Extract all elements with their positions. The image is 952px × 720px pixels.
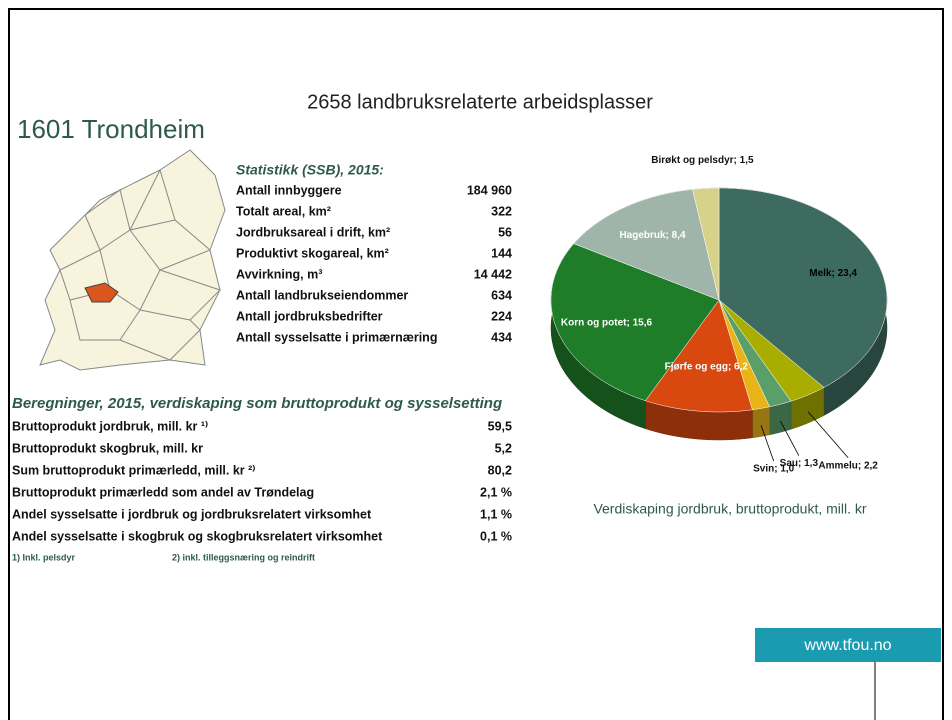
calc-label: Sum bruttoprodukt primærledd, mill. kr ²… xyxy=(12,463,255,477)
frame xyxy=(8,8,944,720)
pie-slice xyxy=(550,243,720,401)
map xyxy=(39,149,226,371)
leader-line xyxy=(807,411,849,458)
stat-value: 184 960 xyxy=(467,183,512,197)
chart-title: Verdiskaping jordbruk, bruttoprodukt, mi… xyxy=(593,501,866,517)
stat-label: Produktivt skogareal, km² xyxy=(236,246,389,260)
calc-label: Andel sysselsatte i skogbruk og skogbruk… xyxy=(12,529,383,543)
stat-value: 634 xyxy=(491,288,512,302)
stats-table: Antall innbyggere 184 960 Totalt areal, km… xyxy=(236,183,512,344)
calc-label: Bruttoprodukt skogbruk, mill. kr xyxy=(12,441,203,455)
municipality: 1601 Trondheim xyxy=(17,114,205,144)
data-label: Ammelu; 2,2 xyxy=(818,460,878,471)
map-highlight xyxy=(84,282,119,303)
stat-value: 322 xyxy=(491,204,512,218)
stat-label: Antall innbyggere xyxy=(236,183,342,197)
data-label: Fjørfe og egg; 6,2 xyxy=(665,361,749,372)
pie-slice xyxy=(718,299,825,402)
calc-value: 5,2 xyxy=(495,441,512,455)
calc-label: Andel sysselsatte i jordbruk og jordbruk… xyxy=(12,507,372,521)
url-box xyxy=(755,628,941,662)
stats-title: Statistikk (SSB), 2015: xyxy=(236,162,384,178)
stat-value: 224 xyxy=(491,309,512,323)
calc-label: Bruttoprodukt primærledd som andel av Tr… xyxy=(12,485,314,499)
pie-slice xyxy=(645,299,753,413)
stat-value: 434 xyxy=(491,330,512,344)
data-label: Hagebruk; 8,4 xyxy=(619,230,686,241)
stat-value: 56 xyxy=(498,225,512,239)
stat-label: Antall jordbruksbedrifter xyxy=(236,309,383,323)
calc-value: 2,1 % xyxy=(480,485,512,499)
footnote: 2) inkl. tilleggsnæring og reindrift xyxy=(172,552,315,562)
leader-line xyxy=(780,420,800,456)
data-label: Melk; 23,4 xyxy=(809,268,857,279)
calc-table: Bruttoprodukt jordbruk, mill. kr ¹⁾ 59,5 B… xyxy=(12,419,512,543)
map-region xyxy=(39,149,226,371)
footnote: 1) Inkl. pelsdyr xyxy=(12,552,76,562)
calc-value: 80,2 xyxy=(488,463,512,477)
calc-value: 59,5 xyxy=(488,419,512,433)
stat-value: 144 xyxy=(491,246,512,260)
stat-label: Antall landbrukseiendommer xyxy=(236,288,408,302)
data-label: Svin; 1,0 xyxy=(753,464,795,475)
url: www.tfou.no xyxy=(803,637,891,654)
stat-label: Avvirkning, m³ xyxy=(236,267,322,281)
data-label: Birøkt og pelsdyr; 1,5 xyxy=(651,155,754,166)
stat-label: Antall sysselsatte i primærnæring xyxy=(236,330,437,344)
calc-title: Beregninger, 2015, verdiskaping som brut… xyxy=(12,395,502,412)
pie-side xyxy=(752,406,770,439)
pie-slice xyxy=(718,299,792,408)
pie-slice xyxy=(718,299,770,411)
calc-label: Bruttoprodukt jordbruk, mill. kr ¹⁾ xyxy=(12,419,208,433)
leader-line xyxy=(760,425,775,462)
stat-value: 14 442 xyxy=(474,267,512,281)
calc-value: 0,1 % xyxy=(480,529,512,543)
pie-slice xyxy=(692,187,720,301)
data-label: Sau; 1,3 xyxy=(780,458,819,469)
stat-label: Jordbruksareal i drift, km² xyxy=(236,225,390,239)
stat-label: Totalt areal, km² xyxy=(236,204,331,218)
pie-slice xyxy=(573,189,720,301)
headline: 2658 landbruksrelaterte arbeidsplasser xyxy=(307,91,653,113)
pie-slice xyxy=(718,187,888,388)
data-label: Korn og potet; 15,6 xyxy=(561,317,653,328)
calc-value: 1,1 % xyxy=(480,507,512,521)
